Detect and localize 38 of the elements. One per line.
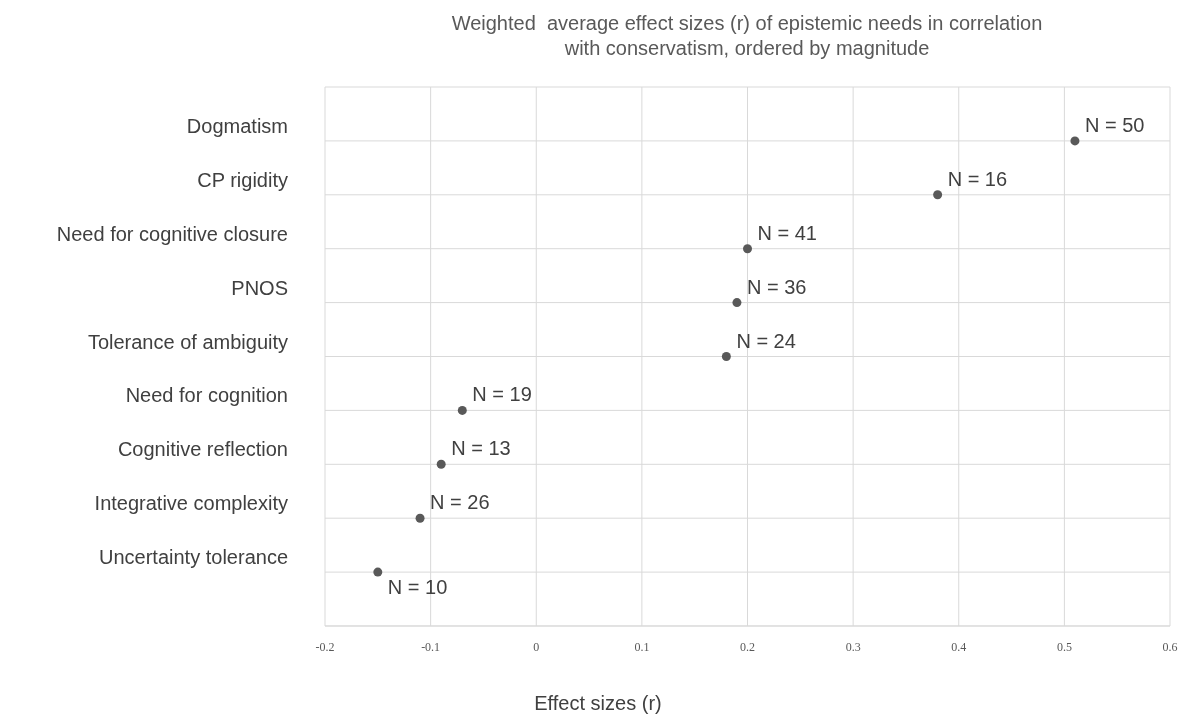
y-tick-label: PNOS	[231, 276, 288, 299]
annotation: N = 24	[736, 329, 796, 352]
annotation: N = 36	[746, 275, 807, 298]
annotation: N = 10	[387, 576, 448, 599]
point	[721, 352, 731, 361]
x-tick-label: 0.4	[951, 640, 967, 654]
annotation: N = 19	[472, 383, 532, 406]
x-tick-label: 0.6	[1162, 640, 1178, 654]
point	[1070, 136, 1080, 146]
x-tick-label: 0.5	[1056, 640, 1072, 654]
chart-title: Weighted average effect sizes (r) of epistemic needs in correlation with conservatism, ordered by magnitude	[451, 12, 1043, 59]
annotation: N = 16	[947, 167, 1008, 190]
annotation: N = 41	[757, 221, 817, 244]
y-tick-label: Uncertainty tolerance	[99, 546, 288, 569]
x-tick-label: 0.1	[634, 640, 650, 654]
point	[373, 567, 383, 577]
y-tick-label: Dogmatism	[186, 114, 288, 137]
x-tick-label: 0.2	[740, 640, 755, 654]
y-tick-label: Cognitive reflection	[117, 438, 288, 461]
point	[457, 405, 467, 415]
y-tick-label: Need for cognitive closure	[56, 222, 288, 245]
x-axis-title: Effect sizes (r)	[534, 692, 662, 714]
y-tick-label: Integrative complexity	[94, 492, 288, 515]
point	[933, 190, 943, 200]
point	[436, 459, 446, 469]
x-tick-label: -0.1	[421, 640, 441, 654]
annotation: N = 26	[430, 491, 490, 514]
point	[743, 244, 752, 254]
annotation: N = 50	[1084, 113, 1145, 136]
y-tick-label: Tolerance of ambiguity	[87, 330, 288, 353]
x-tick-label: 0.3	[845, 640, 861, 654]
x-tick-label: 0	[533, 640, 540, 654]
annotation: N = 13	[451, 437, 511, 460]
point	[732, 298, 742, 308]
y-tick-label: CP rigidity	[197, 168, 288, 191]
y-tick-label: Need for cognition	[125, 384, 288, 407]
point	[415, 513, 425, 523]
x-tick-label: -0.2	[315, 640, 335, 654]
